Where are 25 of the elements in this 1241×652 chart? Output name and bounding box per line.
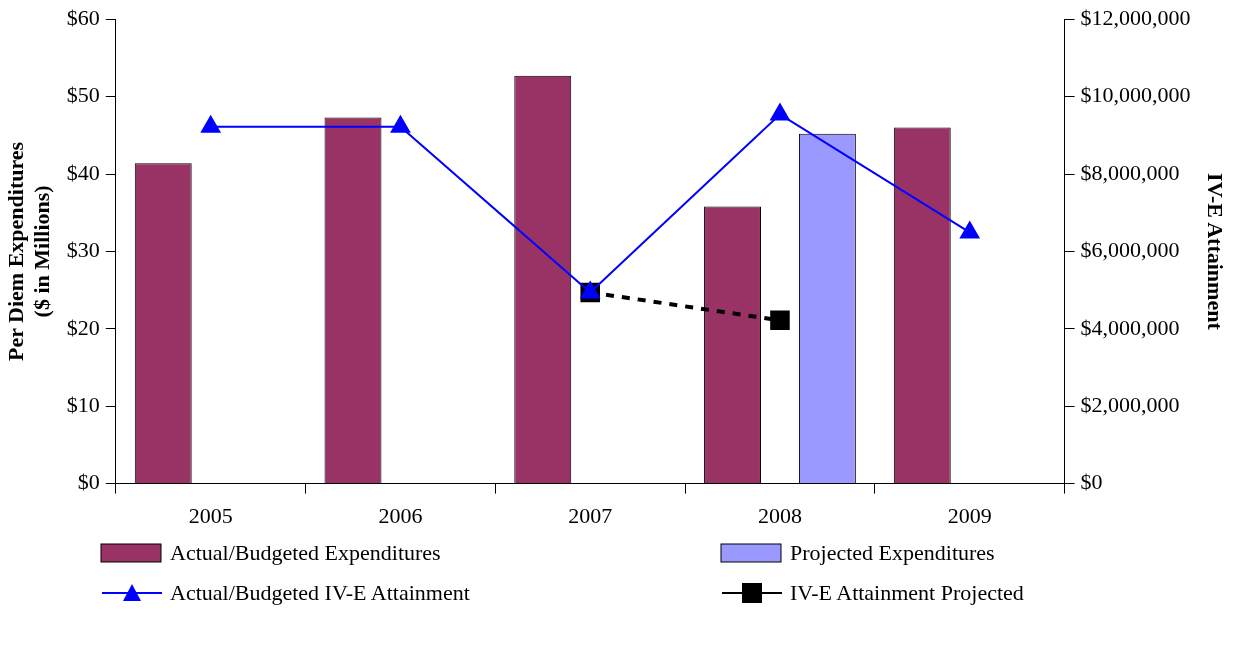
y-tick-label: $20 (66, 314, 100, 340)
y2-tick-label: $10,000,000 (1080, 82, 1191, 108)
legend-label: Actual/Budgeted IV-E Attainment (170, 580, 470, 606)
y-tick-label: $50 (66, 82, 100, 108)
y-tick-label: $40 (66, 159, 100, 185)
y2-tick-label: $4,000,000 (1080, 314, 1180, 340)
y-axis-title: Per Diem Expenditures ($ in Millions) (2, 141, 55, 361)
legend-label: Projected Expenditures (790, 540, 995, 566)
x-tick-label: 2008 (757, 502, 802, 528)
y2-tick-label: $12,000,000 (1080, 4, 1191, 30)
y-tick-label: $30 (66, 237, 100, 263)
y2-tick-label: $6,000,000 (1080, 237, 1180, 263)
x-tick-label: 2006 (378, 502, 423, 528)
x-tick-label: 2005 (188, 502, 233, 528)
y2-axis-title: IV-E Attainment (1203, 173, 1229, 331)
x-tick-label: 2007 (568, 502, 613, 528)
y-tick-label: $0 (77, 469, 100, 495)
y2-tick-label: $0 (1080, 469, 1103, 495)
y2-tick-label: $2,000,000 (1080, 391, 1180, 417)
legend-label: IV-E Attainment Projected (790, 580, 1024, 606)
legend-label: Actual/Budgeted Expenditures (170, 540, 441, 566)
y2-tick-label: $8,000,000 (1080, 159, 1180, 185)
x-tick-label: 2009 (947, 502, 992, 528)
y-tick-label: $10 (66, 391, 100, 417)
y-tick-label: $60 (66, 4, 100, 30)
